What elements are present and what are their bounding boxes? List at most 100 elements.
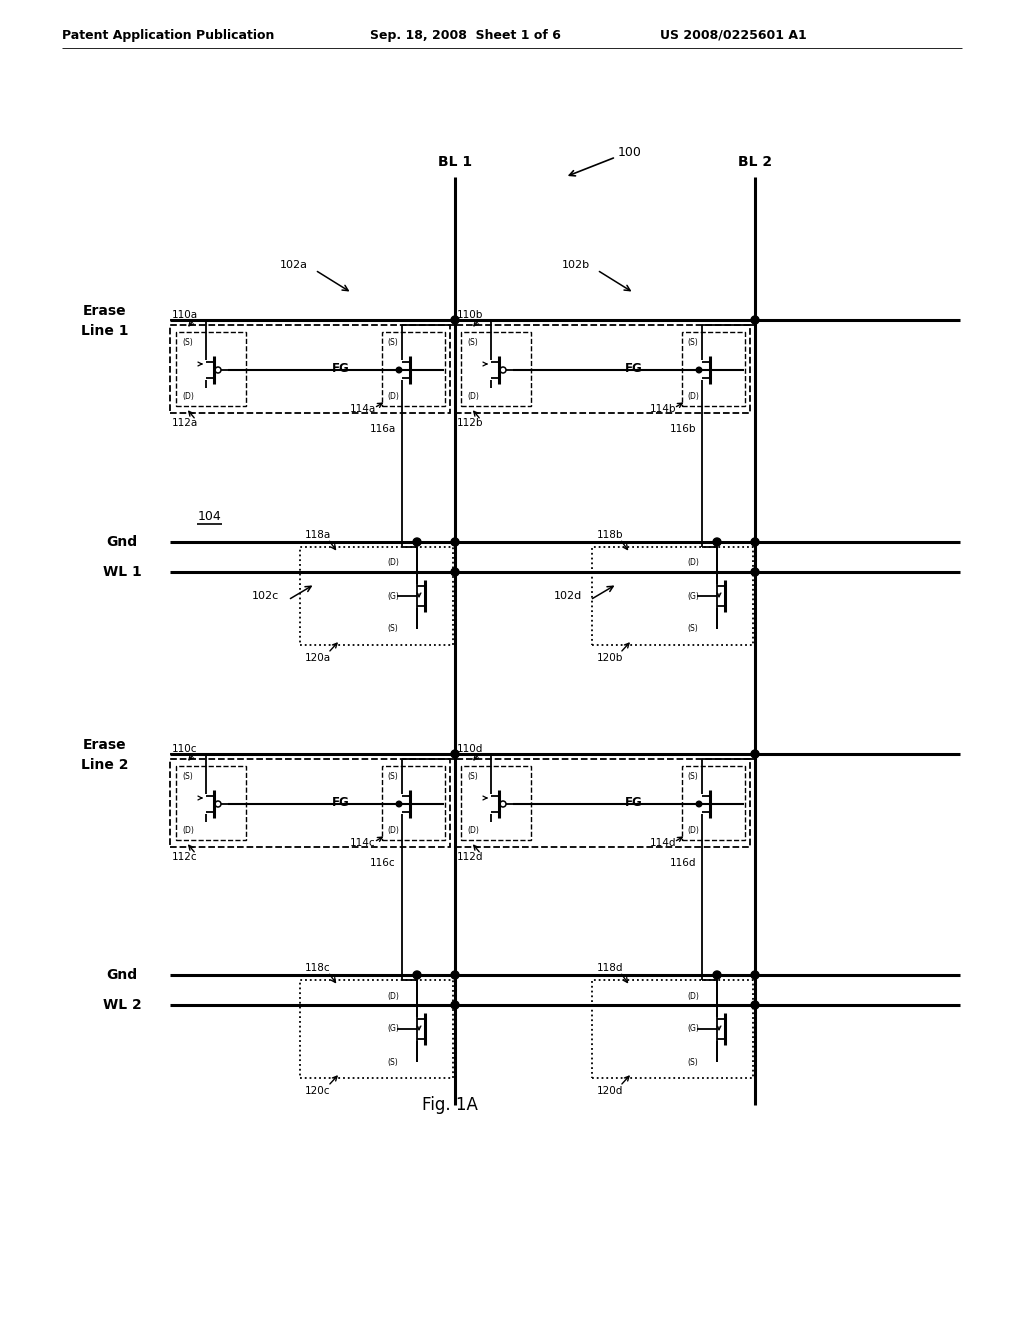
Text: 116c: 116c	[370, 858, 395, 869]
Text: 104: 104	[198, 511, 222, 524]
Circle shape	[751, 315, 759, 323]
Text: BL 1: BL 1	[438, 154, 472, 169]
Text: (D): (D)	[387, 558, 399, 568]
Text: 112b: 112b	[457, 418, 483, 428]
Circle shape	[751, 972, 759, 979]
Text: 102d: 102d	[554, 591, 583, 601]
Circle shape	[396, 367, 401, 372]
Text: 110d: 110d	[457, 744, 483, 754]
Text: FG: FG	[332, 796, 350, 808]
Bar	[461, 333, 531, 407]
Text: 118d: 118d	[597, 964, 624, 973]
Text: 114c: 114c	[350, 838, 376, 847]
Text: (S): (S)	[687, 772, 697, 781]
Text: 102b: 102b	[562, 260, 590, 271]
Bar	[170, 325, 450, 413]
Text: 118c: 118c	[305, 964, 331, 973]
Text: 114a: 114a	[350, 404, 376, 414]
Text: 118b: 118b	[597, 531, 624, 540]
Text: 112d: 112d	[457, 851, 483, 862]
Text: (G): (G)	[387, 1024, 399, 1034]
Text: Line 1: Line 1	[81, 323, 129, 338]
Text: Patent Application Publication: Patent Application Publication	[62, 29, 274, 41]
Circle shape	[413, 972, 421, 979]
Text: 102c: 102c	[252, 591, 280, 601]
Text: (G): (G)	[687, 1024, 698, 1034]
Circle shape	[413, 539, 421, 546]
Text: 116d: 116d	[670, 858, 696, 869]
Text: (S): (S)	[687, 338, 697, 347]
Circle shape	[451, 568, 459, 576]
Circle shape	[713, 539, 721, 546]
Text: 100: 100	[618, 145, 642, 158]
Text: (S): (S)	[687, 1057, 697, 1067]
Circle shape	[713, 972, 721, 979]
Bar	[300, 546, 453, 645]
Circle shape	[751, 750, 759, 758]
Text: (S): (S)	[387, 1057, 397, 1067]
Text: Sep. 18, 2008  Sheet 1 of 6: Sep. 18, 2008 Sheet 1 of 6	[370, 29, 561, 41]
Text: FG: FG	[332, 362, 350, 375]
Text: Gnd: Gnd	[106, 968, 137, 982]
Bar	[455, 759, 750, 847]
Text: (D): (D)	[182, 826, 194, 836]
Text: 120c: 120c	[305, 1086, 331, 1096]
Text: Erase: Erase	[83, 304, 127, 318]
Text: Gnd: Gnd	[106, 535, 137, 549]
Text: 114b: 114b	[650, 404, 677, 414]
Circle shape	[696, 367, 701, 372]
Circle shape	[396, 801, 401, 807]
Text: 110a: 110a	[172, 310, 198, 319]
Text: (D): (D)	[687, 558, 698, 568]
Text: (G): (G)	[687, 591, 698, 601]
Text: (S): (S)	[387, 338, 397, 347]
Text: FG: FG	[625, 362, 642, 375]
Bar	[176, 333, 246, 407]
Text: US 2008/0225601 A1: US 2008/0225601 A1	[660, 29, 807, 41]
Text: Line 2: Line 2	[81, 758, 129, 772]
Bar	[455, 325, 750, 413]
Text: (D): (D)	[687, 991, 698, 1001]
Bar	[682, 333, 745, 407]
Bar	[592, 546, 753, 645]
Text: WL 1: WL 1	[102, 565, 141, 579]
Circle shape	[451, 539, 459, 546]
Bar	[592, 979, 753, 1078]
Text: 120d: 120d	[597, 1086, 624, 1096]
Text: (S): (S)	[467, 772, 478, 781]
Text: (D): (D)	[687, 826, 698, 836]
Text: 112c: 112c	[172, 851, 198, 862]
Text: 114d: 114d	[650, 838, 677, 847]
Text: 110c: 110c	[172, 744, 198, 754]
Text: (D): (D)	[387, 826, 399, 836]
Circle shape	[451, 1001, 459, 1008]
Text: (S): (S)	[467, 338, 478, 347]
Text: (S): (S)	[182, 772, 193, 781]
Text: 102a: 102a	[280, 260, 308, 271]
Text: BL 2: BL 2	[738, 154, 772, 169]
Text: (D): (D)	[182, 392, 194, 401]
Text: (S): (S)	[387, 624, 397, 634]
Circle shape	[451, 750, 459, 758]
Text: 116b: 116b	[670, 424, 696, 434]
Text: 110b: 110b	[457, 310, 483, 319]
Circle shape	[751, 568, 759, 576]
Text: WL 2: WL 2	[102, 998, 141, 1012]
Bar	[170, 759, 450, 847]
Text: (D): (D)	[467, 392, 479, 401]
Circle shape	[696, 801, 701, 807]
Text: Erase: Erase	[83, 738, 127, 752]
Bar	[461, 766, 531, 840]
Text: 118a: 118a	[305, 531, 331, 540]
Circle shape	[451, 972, 459, 979]
Text: (D): (D)	[387, 392, 399, 401]
Text: (D): (D)	[387, 991, 399, 1001]
Text: 112a: 112a	[172, 418, 199, 428]
Text: (S): (S)	[387, 772, 397, 781]
Circle shape	[751, 1001, 759, 1008]
Bar	[382, 766, 445, 840]
Bar	[382, 333, 445, 407]
Circle shape	[751, 539, 759, 546]
Bar	[176, 766, 246, 840]
Bar	[682, 766, 745, 840]
